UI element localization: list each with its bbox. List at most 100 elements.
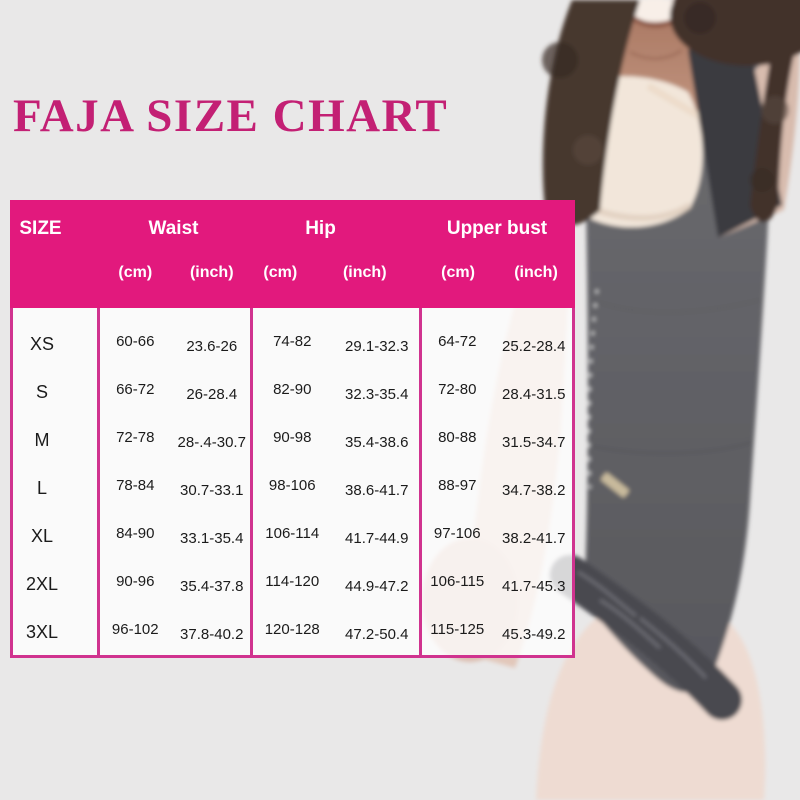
col-group-upper-bust: Upper bust (cm) (inch): [419, 200, 575, 308]
upper-bust-cell: 115-125 45.3-49.2: [419, 620, 572, 643]
waist-cm-value: 96-102: [111, 620, 159, 638]
hip-cell: 74-82 29.1-32.3: [250, 332, 419, 355]
hip-cm-unit: (cm): [263, 264, 298, 281]
garment-tag: [600, 472, 630, 498]
waist-cell: 96-102 37.8-40.2: [97, 620, 250, 643]
upper-bust-inch-unit: (inch): [514, 264, 558, 281]
table-row: L 78-84 30.7-33.1 98-106 38.6-41.7 88-97 34…: [13, 464, 572, 512]
hip-inch-value: 32.3-35.4: [345, 385, 409, 403]
waist-inch-value: 37.8-40.2: [180, 625, 244, 643]
upper-bust-cell: 97-106 38.2-41.7: [419, 524, 572, 547]
size-label: XL: [30, 525, 54, 546]
col-header-waist: Waist: [148, 218, 199, 239]
hip-cell: 120-128 47.2-50.4: [250, 620, 419, 643]
waist-inch-value: 30.7-33.1: [180, 481, 244, 499]
upper-bust-cell: 64-72 25.2-28.4: [419, 332, 572, 355]
waist-seam: [589, 441, 753, 455]
col-header-size: SIZE: [19, 218, 62, 239]
waist-cell: 90-96 35.4-37.8: [97, 572, 250, 595]
waist-cm-value: 60-66: [116, 332, 155, 350]
waist-units: (cm) (inch): [97, 261, 250, 285]
hip-units: (cm) (inch): [238, 261, 407, 285]
page-title: FAJA SIZE CHART: [13, 90, 449, 142]
upper-bust-cell: 80-88 31.5-34.7: [419, 428, 572, 451]
hip-cell: 90-98 35.4-38.6: [250, 428, 419, 451]
upper-bust-cm-value: 106-115: [430, 572, 485, 590]
table-body: XS 60-66 23.6-26 74-82 29.1-32.3 64-72 25.2…: [10, 308, 575, 658]
upper-bust-inch-value: 31.5-34.7: [502, 433, 566, 451]
waist-cm-value: 90-96: [116, 572, 155, 590]
upper-bust-cm-value: 64-72: [438, 332, 477, 350]
hip-inch-value: 35.4-38.6: [345, 433, 409, 451]
chin-shadow: [629, 48, 683, 60]
waist-cell: 66-72 26-28.4: [97, 380, 250, 403]
upper-bust-cm-value: 72-80: [438, 380, 477, 398]
col-header-upper-bust: Upper bust: [446, 218, 548, 239]
size-label: 3XL: [25, 621, 59, 642]
waist-cell: 78-84 30.7-33.1: [97, 476, 250, 499]
column-divider: [419, 308, 422, 655]
table-row: XS 60-66 23.6-26 74-82 29.1-32.3 64-72 25.2…: [13, 320, 572, 368]
waist-inch-unit: (inch): [189, 264, 234, 281]
size-label: M: [34, 429, 50, 450]
waist-cell: 60-66 23.6-26: [97, 332, 250, 355]
upper-bust-inch-value: 34.7-38.2: [502, 481, 566, 499]
hip-cm-value: 82-90: [273, 380, 312, 398]
waist-cm-value: 78-84: [116, 476, 155, 494]
hip-cell: 82-90 32.3-35.4: [250, 380, 419, 403]
hip-cm-value: 98-106: [268, 476, 316, 494]
hip-inch-unit: (inch): [342, 264, 387, 281]
hip-cm-value: 74-82: [273, 332, 312, 350]
column-divider: [97, 308, 100, 655]
size-label: L: [36, 477, 47, 498]
lace-pattern: [577, 570, 708, 680]
upper-bust-units: (cm) (inch): [419, 261, 575, 285]
size-label: XS: [29, 333, 54, 354]
waist-inch-value: 35.4-37.8: [180, 577, 244, 595]
upper-bust-cm-unit: (cm): [441, 264, 475, 281]
hair-curl: [573, 135, 603, 165]
hip-cm-value: 120-128: [264, 620, 320, 638]
table-row: XL 84-90 33.1-35.4 106-114 41.7-44.9 97-10…: [13, 512, 572, 560]
upper-bust-cm-value: 115-125: [430, 620, 485, 638]
lace-trim: [550, 555, 742, 720]
hair-curl: [761, 96, 789, 124]
upper-bust-cm-value: 88-97: [438, 476, 477, 494]
hair-curl: [684, 2, 716, 34]
upper-bust-cm-value: 80-88: [438, 428, 477, 446]
size-label: 2XL: [25, 573, 59, 594]
waist-inch-value: 28-.4-30.7: [177, 433, 246, 451]
hip-cell: 98-106 38.6-41.7: [250, 476, 419, 499]
hip-cell: 106-114 41.7-44.9: [250, 524, 419, 547]
hair-curl: [542, 42, 578, 78]
upper-bust-inch-value: 28.4-31.5: [502, 385, 566, 403]
hair-curl: [750, 168, 774, 192]
waist-cell: 72-78 28-.4-30.7: [97, 428, 250, 451]
col-group-hip: Hip (cm) (inch): [250, 200, 419, 308]
table-row: S 66-72 26-28.4 82-90 32.3-35.4 72-80 28.4-…: [13, 368, 572, 416]
waist-inch-value: 33.1-35.4: [180, 529, 244, 547]
col-group-waist: Waist (cm) (inch): [97, 200, 250, 308]
hip-cell: 114-120 44.9-47.2: [250, 572, 419, 595]
size-label: S: [35, 381, 48, 402]
waist-inch-value: 26-28.4: [186, 385, 238, 403]
waist-cell: 84-90 33.1-35.4: [97, 525, 250, 547]
size-chart-table: SIZE Waist (cm) (inch) Hip (cm) (inch) U…: [10, 200, 575, 658]
hip-cm-value: 106-114: [265, 524, 320, 542]
table-row: 2XL 90-96 35.4-37.8 114-120 44.9-47.2 106-…: [13, 560, 572, 608]
waist-inch-value: 23.6-26: [186, 337, 238, 355]
waist-cm-value: 66-72: [116, 380, 155, 398]
upper-bust-cell: 106-115 41.7-45.3: [419, 572, 572, 595]
waist-cm-unit: (cm): [118, 264, 153, 281]
table-row: 3XL 96-102 37.8-40.2 120-128 47.2-50.4 115…: [13, 608, 572, 656]
table-header: SIZE Waist (cm) (inch) Hip (cm) (inch) U…: [10, 200, 575, 308]
upper-bust-inch-value: 25.2-28.4: [502, 337, 566, 355]
upper-bust-cell: 88-97 34.7-38.2: [419, 476, 572, 499]
col-header-hip: Hip: [305, 218, 336, 239]
upper-bust-cm-value: 97-106: [433, 524, 481, 542]
table-row: M 72-78 28-.4-30.7 90-98 35.4-38.6 80-88 31…: [13, 416, 572, 464]
hip-cm-value: 90-98: [273, 428, 312, 446]
waist-cm-value: 72-78: [116, 428, 155, 446]
hip-cm-value: 114-120: [265, 572, 320, 590]
